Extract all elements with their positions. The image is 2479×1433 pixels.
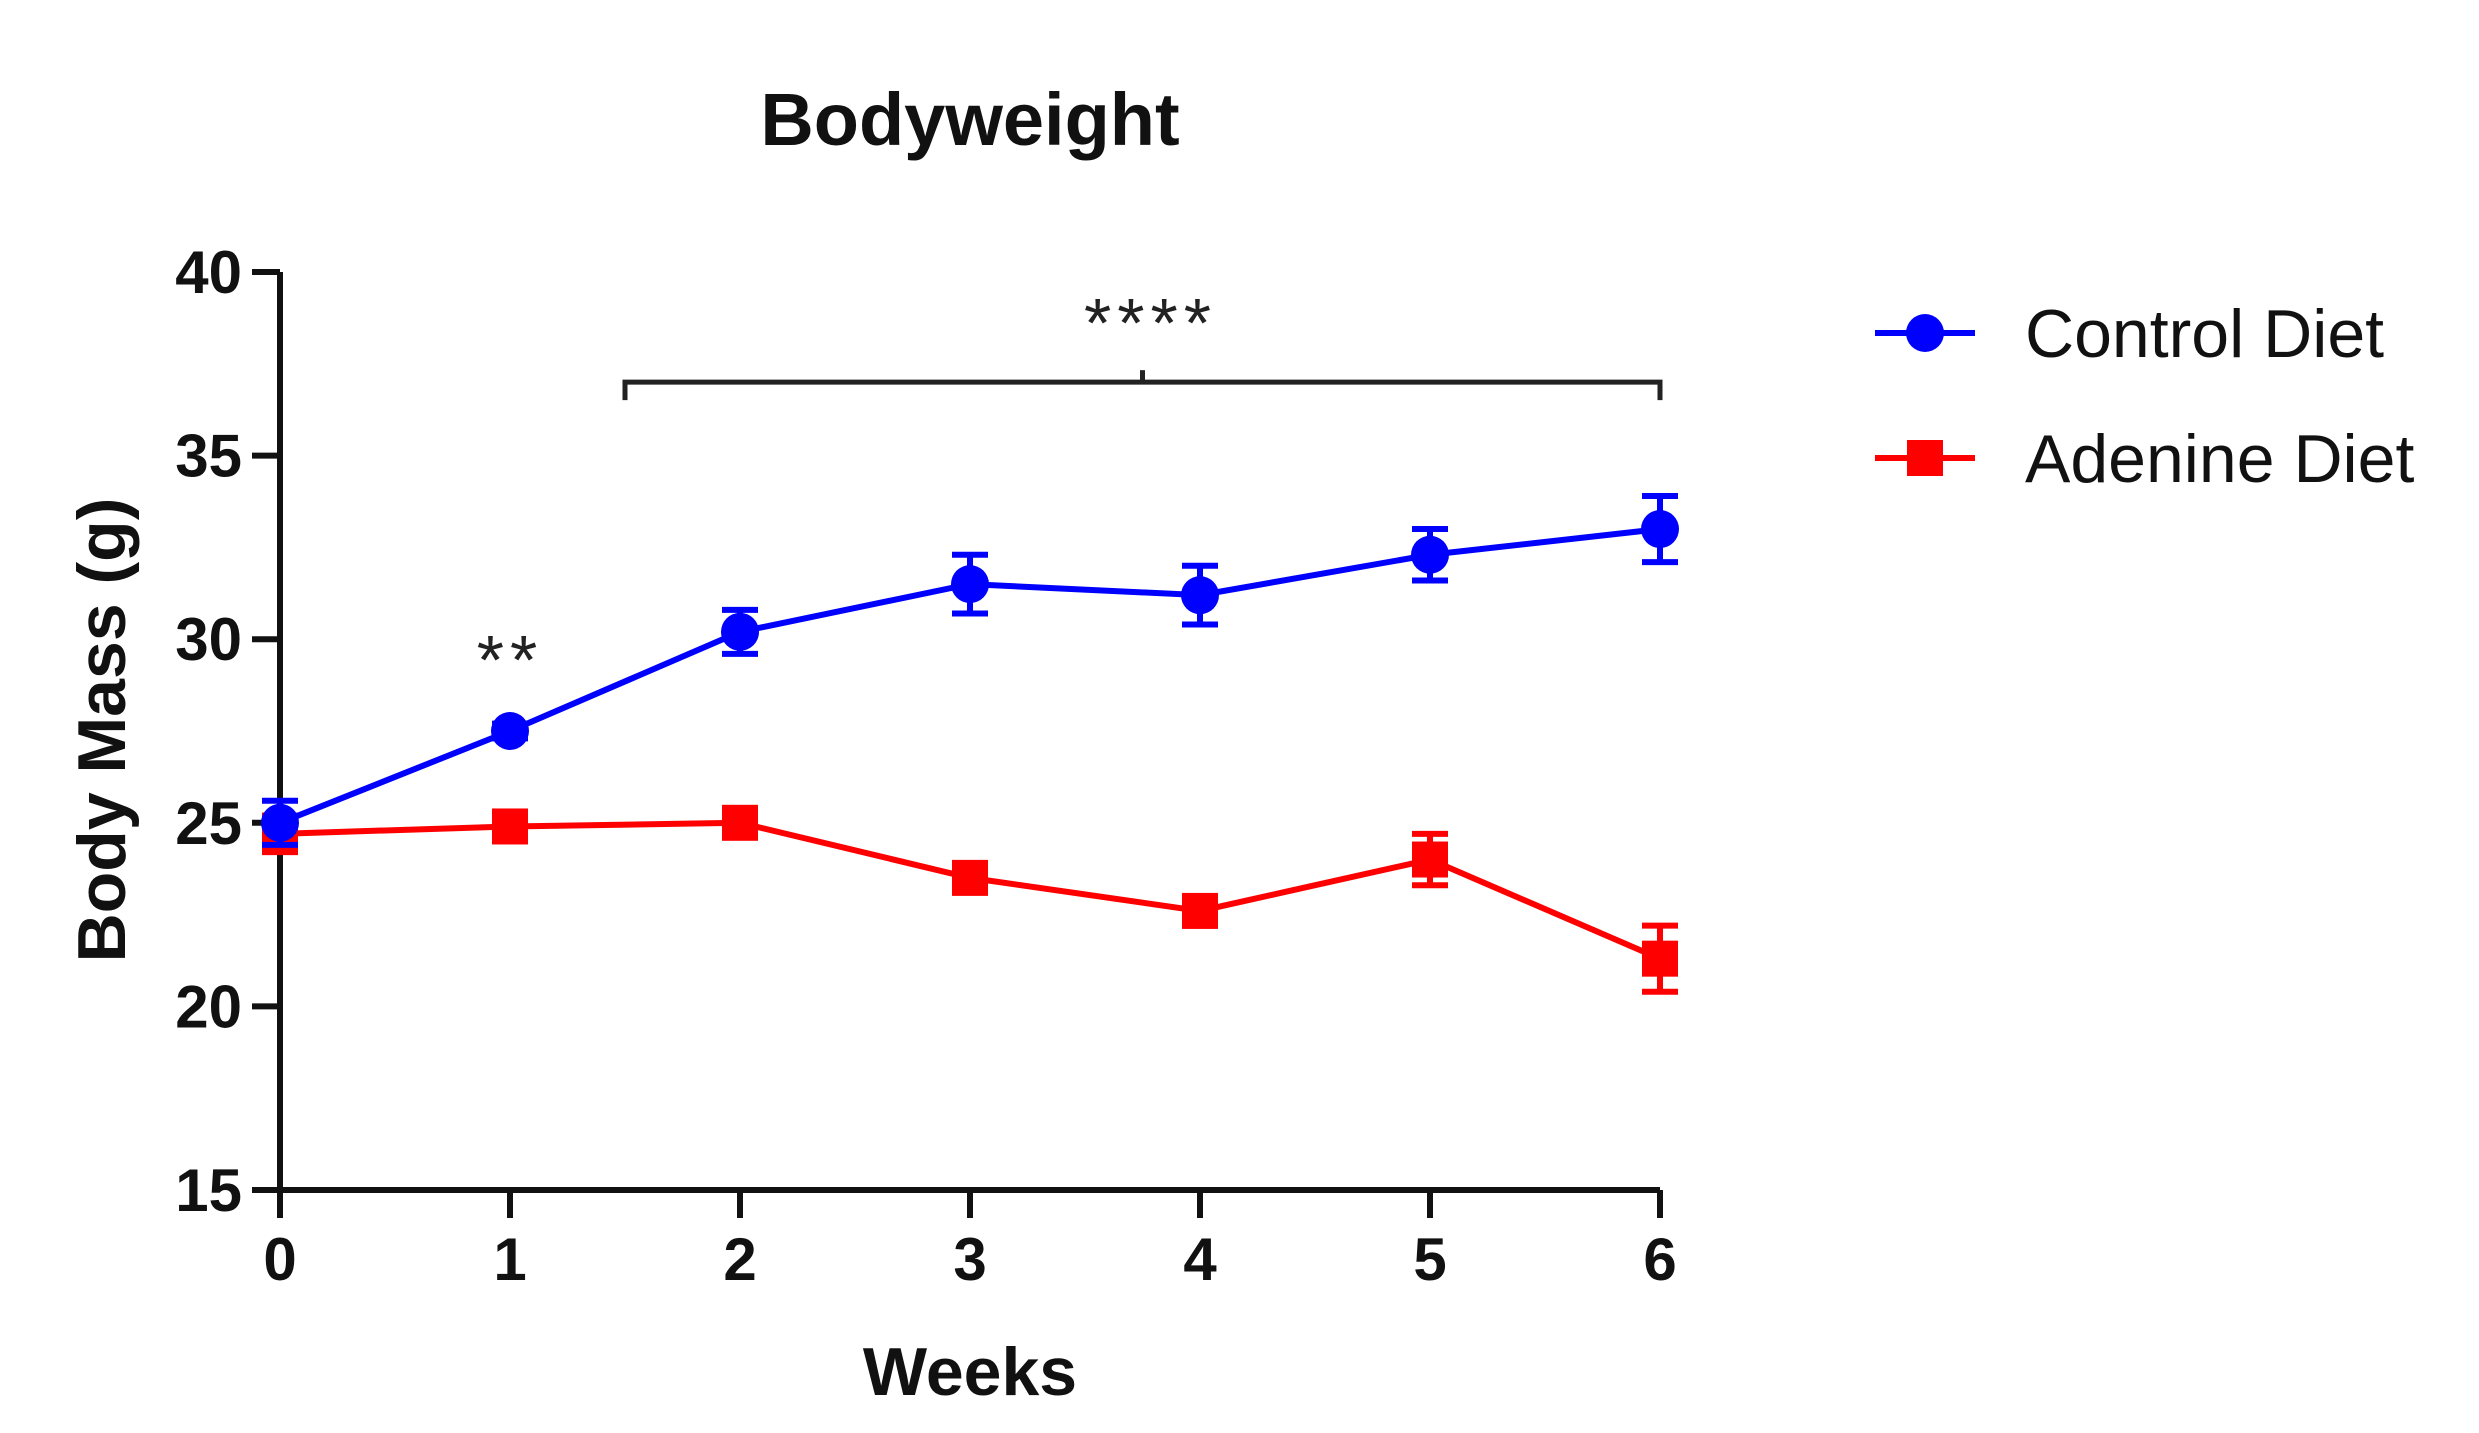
bracket-line bbox=[622, 379, 1663, 401]
x-tick-label: 6 bbox=[1643, 1226, 1676, 1293]
y-axis-title: Body Mass (g) bbox=[64, 498, 140, 963]
legend-item: Adenine Diet bbox=[1875, 421, 2414, 497]
y-tick-label: 35 bbox=[175, 423, 242, 490]
data-point bbox=[1181, 576, 1219, 615]
data-point bbox=[1412, 841, 1448, 878]
series-layer bbox=[261, 492, 1679, 995]
x-axis-title: Weeks bbox=[863, 1334, 1077, 1410]
legend-marker bbox=[1907, 440, 1943, 476]
data-point bbox=[492, 808, 528, 845]
chart-title: Bodyweight bbox=[760, 78, 1179, 161]
x-tick-label: 1 bbox=[493, 1226, 526, 1293]
x-tick-label: 5 bbox=[1413, 1226, 1446, 1293]
data-point bbox=[1182, 892, 1218, 929]
y-tick-label: 15 bbox=[175, 1157, 242, 1224]
series-adenine-diet bbox=[262, 804, 1678, 995]
data-point bbox=[1411, 535, 1449, 574]
data-point bbox=[722, 804, 758, 841]
x-tick-label: 4 bbox=[1183, 1226, 1217, 1293]
data-point bbox=[491, 712, 529, 750]
data-point bbox=[261, 803, 299, 842]
legend-label: Control Diet bbox=[2025, 296, 2384, 372]
legend-item: Control Diet bbox=[1875, 296, 2384, 372]
series-control-diet bbox=[261, 492, 1679, 848]
data-point bbox=[721, 612, 759, 651]
legend: Control Diet Adenine Diet bbox=[1875, 296, 2414, 497]
y-tick-label: 40 bbox=[175, 239, 242, 306]
legend-label: Adenine Diet bbox=[2025, 421, 2414, 497]
legend-marker bbox=[1906, 314, 1944, 352]
data-point bbox=[952, 859, 988, 896]
significance-label: ** bbox=[477, 621, 543, 699]
data-point bbox=[1642, 940, 1678, 977]
x-tick-label: 3 bbox=[953, 1226, 986, 1293]
data-point bbox=[1641, 510, 1679, 549]
significance-bracket: ****** bbox=[477, 284, 1663, 699]
y-tick-label: 25 bbox=[175, 790, 242, 857]
axes: 15 20 25 30 35 40 0 1 2 3 4 5 6 bbox=[175, 239, 1676, 1293]
x-tick-label: 0 bbox=[263, 1226, 296, 1293]
y-tick-label: 20 bbox=[175, 973, 242, 1040]
significance-label: **** bbox=[1084, 284, 1217, 362]
x-tick-label: 2 bbox=[723, 1226, 756, 1293]
data-point bbox=[951, 565, 989, 604]
y-tick-label: 30 bbox=[175, 606, 242, 673]
